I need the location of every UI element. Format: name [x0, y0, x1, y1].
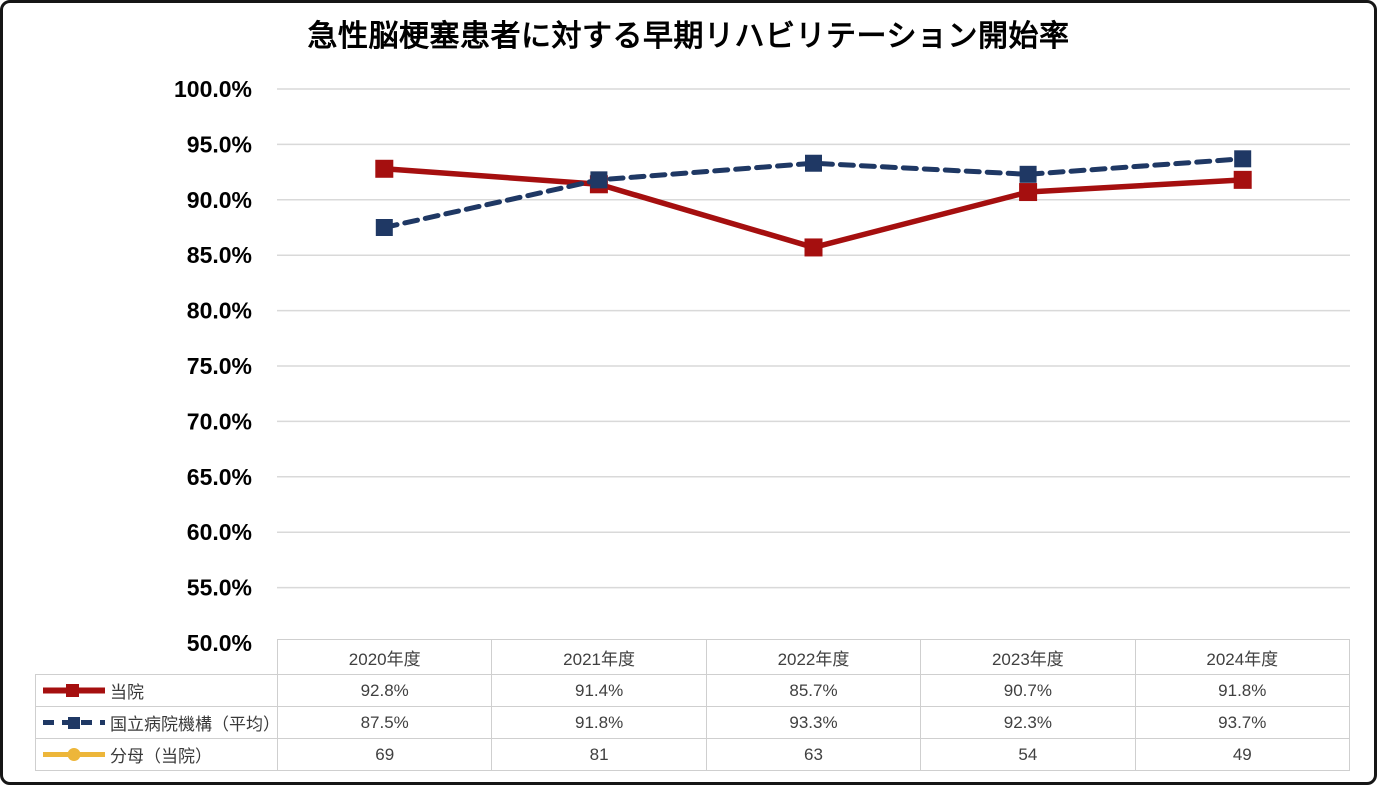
ytick-label-90: 90.0% [187, 187, 252, 213]
ytick-label-60: 60.0% [187, 519, 252, 545]
series-marker-1-2 [805, 154, 822, 172]
col-header-2022: 2022年度 [705, 639, 922, 675]
ytick-label-80: 80.0% [187, 298, 252, 324]
col-header-2023: 2023年度 [920, 639, 1136, 675]
ytick-label-50: 50.0% [187, 630, 252, 656]
series-marker-0-0 [375, 159, 394, 178]
table-cell: 93.7% [1134, 706, 1351, 739]
ytick-label-100: 100.0% [174, 76, 252, 102]
series-dashed-square-icon [43, 717, 105, 729]
ytick-label-55: 55.0% [187, 575, 252, 601]
col-header-2021: 2021年度 [491, 639, 707, 675]
series-marker-1-0 [375, 219, 393, 236]
table-cell: 92.8% [276, 674, 493, 707]
table-cell: 87.5% [276, 706, 493, 739]
legend-label: 国立病院機構（平均） [110, 715, 278, 734]
series-marker-1-3 [1019, 165, 1037, 183]
series-marker-1-1 [590, 171, 608, 189]
col-header-2024: 2024年度 [1134, 639, 1351, 675]
table-cell: 54 [920, 738, 1136, 771]
table-cell: 81 [491, 738, 707, 771]
table-row-hospital: 当院 92.8% 91.4% 85.7% 90.7% 91.8% [35, 674, 1351, 707]
ytick-label-65: 65.0% [187, 464, 252, 490]
plot-area: 50.0% 55.0% 60.0% 65.0% 70.0% 75.0% 80.0% 85.0%… [174, 76, 1350, 656]
series-marker-0-3 [1019, 183, 1038, 202]
series-solid-square-icon [43, 684, 105, 697]
series-marker-0-4 [1233, 170, 1252, 189]
table-header-row: 2020年度 2021年度 2022年度 2023年度 2024年度 [36, 639, 1351, 675]
legend-item-hospital: 当院 [35, 674, 278, 707]
table-cell: 91.4% [491, 674, 707, 707]
data-table-grid: 2020年度 2021年度 2022年度 2023年度 2024年度 当院 [35, 639, 1351, 771]
table-corner-cell [36, 640, 278, 675]
table-cell: 49 [1134, 738, 1351, 771]
chart-title: 急性脳梗塞患者に対する早期リハビリテーション開始率 [307, 20, 1070, 53]
legend-item-denominator: 分母（当院） [35, 738, 278, 771]
legend-label: 分母（当院） [110, 747, 212, 766]
ytick-label-85: 85.0% [187, 242, 252, 268]
series-line-0 [381, 166, 1246, 251]
table-row-denominator: 分母（当院） 69 81 63 54 49 [35, 738, 1351, 771]
ytick-label-70: 70.0% [187, 408, 252, 434]
col-header-2020: 2020年度 [276, 639, 493, 675]
ytick-label-75: 75.0% [187, 353, 252, 379]
series-solid-circle-icon [43, 748, 105, 761]
data-table: 2020年度 2021年度 2022年度 2023年度 2024年度 当院 [35, 639, 1351, 771]
table-cell: 63 [705, 738, 922, 771]
table-cell: 91.8% [491, 706, 707, 739]
table-row-nho-average: 国立病院機構（平均） 87.5% 91.8% 93.3% 92.3% 93.7% [35, 706, 1351, 739]
ytick-label-95: 95.0% [187, 131, 252, 157]
legend-item-nho-average: 国立病院機構（平均） [35, 706, 278, 739]
table-cell: 90.7% [920, 674, 1136, 707]
series-marker-0-2 [804, 238, 823, 257]
table-cell: 69 [276, 738, 493, 771]
table-cell: 92.3% [920, 706, 1136, 739]
legend-label: 当院 [110, 683, 144, 702]
series-marker-1-4 [1234, 150, 1252, 168]
table-cell: 93.3% [705, 706, 922, 739]
table-cell: 85.7% [705, 674, 922, 707]
table-cell: 91.8% [1134, 674, 1351, 707]
